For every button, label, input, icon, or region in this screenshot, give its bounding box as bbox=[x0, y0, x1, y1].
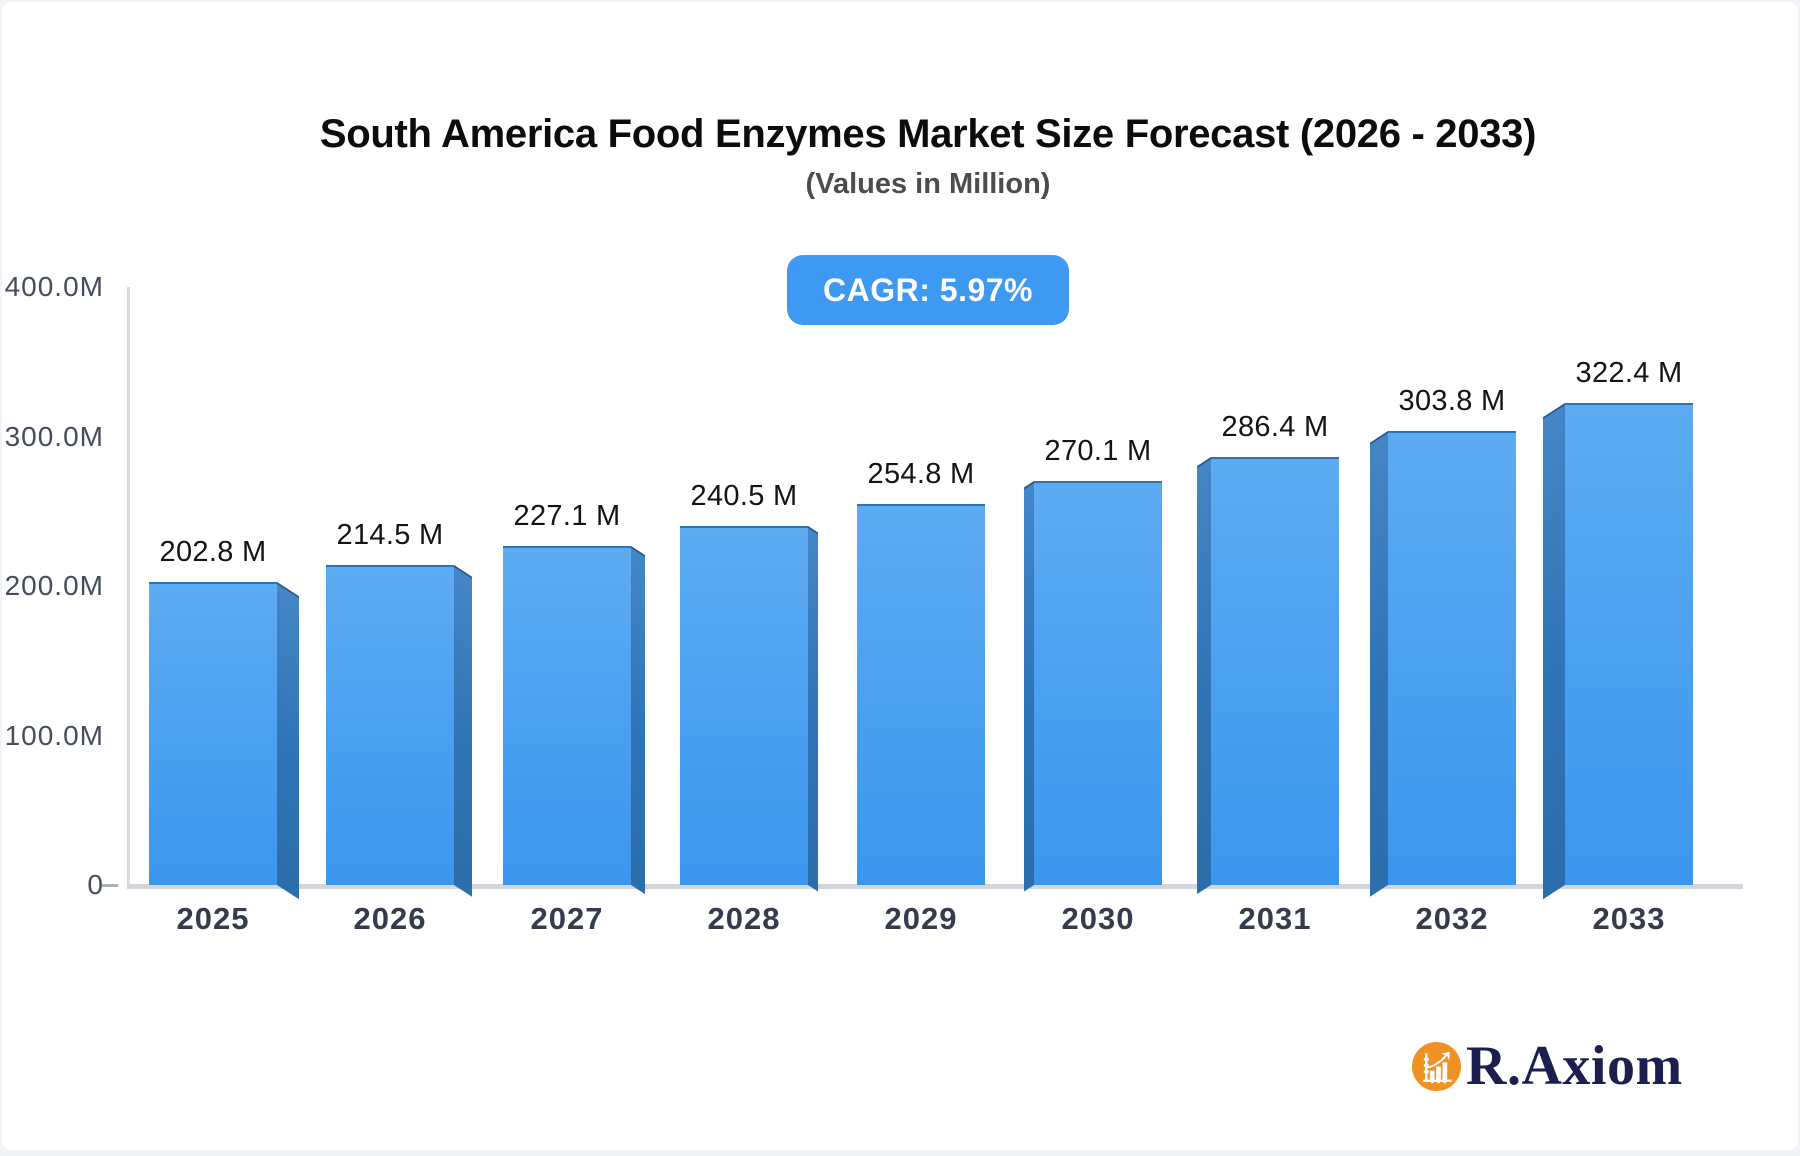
bar-2026 bbox=[326, 564, 472, 897]
x-axis-label: 2033 bbox=[1592, 901, 1666, 936]
bar-face bbox=[680, 525, 808, 885]
bar-side bbox=[277, 582, 299, 900]
bar-value-label: 254.8 M bbox=[867, 458, 975, 491]
bar-side bbox=[454, 564, 472, 897]
bar-value-label: 270.1 M bbox=[1044, 435, 1152, 468]
bar-face bbox=[326, 564, 454, 885]
bar-side bbox=[1370, 431, 1388, 897]
bar-2031 bbox=[1197, 457, 1339, 895]
logo-bar-chart-growth-icon bbox=[1412, 1041, 1461, 1091]
chart-title: South America Food Enzymes Market Size F… bbox=[319, 112, 1537, 156]
x-axis-label: 2030 bbox=[1061, 901, 1135, 936]
bar-face bbox=[857, 504, 985, 885]
bar-side bbox=[1543, 403, 1565, 900]
bar-2027 bbox=[503, 545, 645, 895]
y-axis-label: 100.0M bbox=[4, 719, 104, 751]
cagr-badge: CAGR: 5.97% bbox=[787, 255, 1069, 325]
brand-logo: R.Axiom bbox=[1412, 1033, 1683, 1099]
zero-tick-mark bbox=[102, 884, 118, 887]
y-axis-label: 400.0M bbox=[4, 271, 104, 303]
bar-face bbox=[1211, 457, 1339, 885]
x-axis-label: 2026 bbox=[353, 901, 427, 936]
bar-side bbox=[808, 525, 818, 892]
y-axis-line bbox=[127, 287, 130, 887]
x-axis-label: 2028 bbox=[707, 901, 781, 936]
bar-value-label: 322.4 M bbox=[1575, 357, 1683, 390]
bar-side bbox=[631, 545, 645, 895]
bar-2028 bbox=[680, 525, 818, 892]
x-axis-line bbox=[127, 884, 1743, 889]
bar-side bbox=[1024, 481, 1034, 892]
bar-value-label: 227.1 M bbox=[513, 499, 621, 532]
x-axis-label: 2032 bbox=[1415, 901, 1489, 936]
x-axis-label: 2027 bbox=[530, 901, 604, 936]
bar-2025 bbox=[149, 582, 299, 900]
bar-value-label: 303.8 M bbox=[1398, 385, 1506, 418]
chart-subtitle: (Values in Million) bbox=[805, 168, 1051, 200]
bar-2029 bbox=[857, 504, 985, 885]
bar-2032 bbox=[1370, 431, 1516, 897]
logo-brand-text: R.Axiom bbox=[1466, 1035, 1683, 1097]
y-axis-label: 300.0M bbox=[4, 420, 104, 452]
bar-face bbox=[1388, 431, 1516, 885]
bar-2030 bbox=[1024, 481, 1162, 892]
bar-value-label: 214.5 M bbox=[336, 518, 444, 551]
bar-2033 bbox=[1543, 403, 1693, 900]
bar-value-label: 202.8 M bbox=[159, 536, 267, 569]
bar-value-label: 240.5 M bbox=[690, 479, 798, 512]
bar-value-label: 286.4 M bbox=[1221, 411, 1329, 444]
bar-face bbox=[149, 582, 277, 885]
y-axis-label: 0 bbox=[87, 869, 104, 900]
bar-face bbox=[1034, 481, 1162, 885]
y-axis-label: 200.0M bbox=[4, 570, 104, 602]
bar-face bbox=[503, 545, 631, 885]
x-axis-label: 2029 bbox=[884, 901, 958, 936]
x-axis-label: 2031 bbox=[1238, 901, 1312, 936]
bar-face bbox=[1565, 403, 1693, 885]
bar-side bbox=[1197, 457, 1211, 895]
x-axis-label: 2025 bbox=[176, 901, 250, 936]
